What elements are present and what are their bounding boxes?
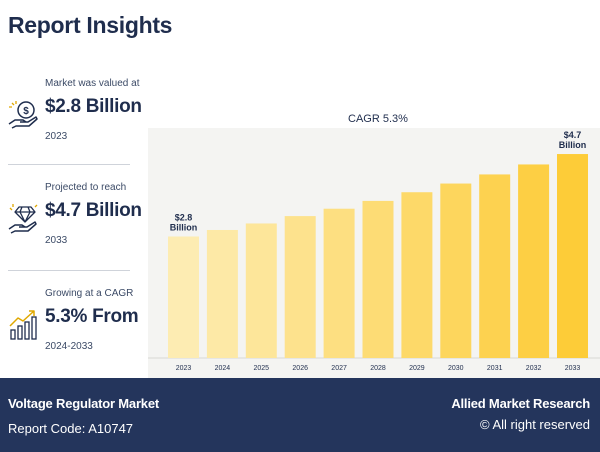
stat-market-value: $ Market was valued at $2.8 Billion 2023: [0, 76, 142, 176]
brand-name: Allied Market Research: [451, 396, 590, 411]
x-tick-label: 2025: [254, 365, 270, 372]
bar-2033: [557, 154, 588, 358]
bar-chart-svg: CAGR 5.3% 2023 2024 2025 2026 2027 2028 2029 20…: [148, 113, 600, 372]
stat-year: 2033: [45, 235, 68, 246]
stat-year: 2023: [45, 131, 68, 142]
chart-title: CAGR 5.3%: [348, 113, 408, 125]
svg-text:$: $: [23, 106, 29, 117]
growth-chart-icon: [9, 310, 37, 340]
stat-value: $2.8 Billion: [45, 96, 142, 117]
x-tick-label: 2033: [565, 365, 581, 372]
stat-cagr: Growing at a CAGR 5.3% From 2024-2033: [0, 286, 139, 386]
x-tick-label: 2027: [331, 365, 347, 372]
stat-projected-value: Projected to reach $4.7 Billion 2033: [0, 180, 142, 280]
data-label: $2.8: [175, 212, 193, 222]
stat-label: Growing at a CAGR: [45, 288, 134, 299]
stat-year: 2024-2033: [45, 341, 93, 352]
x-tick-label: 2028: [370, 365, 386, 372]
footer: Voltage Regulator Market Report Code: A1…: [0, 378, 600, 452]
stat-value: 5.3% From: [45, 306, 139, 327]
market-name: Voltage Regulator Market: [8, 396, 159, 411]
bar-2031: [479, 174, 511, 358]
divider: [8, 270, 130, 271]
data-label: Billion: [559, 140, 587, 150]
stat-label: Projected to reach: [45, 182, 127, 193]
report-code: Report Code: A10747: [8, 421, 134, 436]
x-tick-label: 2031: [487, 365, 503, 372]
page-title: Report Insights: [8, 12, 173, 38]
data-label: $4.7: [564, 130, 582, 140]
x-tick-label: 2026: [292, 365, 308, 372]
bar-2028: [362, 200, 394, 358]
bar-2025: [245, 223, 277, 358]
bar-2027: [323, 208, 355, 358]
stat-value: $4.7 Billion: [45, 200, 142, 221]
bar-2023: [168, 236, 199, 358]
bar-chart: CAGR 5.3% 2023 2024 2025 2026 2027 2028 2029 20…: [148, 113, 600, 378]
divider: [8, 164, 130, 165]
stat-label: Market was valued at: [45, 78, 140, 89]
bar-2030: [440, 183, 472, 358]
x-tick-label: 2032: [526, 365, 542, 372]
money-hand-icon: $: [8, 101, 38, 129]
x-tick-label: 2023: [176, 365, 192, 372]
x-tick-label: 2029: [409, 365, 425, 372]
bar-2032: [518, 164, 550, 358]
diamond-hand-icon: [8, 204, 38, 234]
copyright: © All right reserved: [479, 417, 590, 432]
data-label: Billion: [170, 222, 198, 232]
bar-2026: [284, 216, 316, 358]
bar-2029: [401, 192, 433, 358]
stats-sidebar: $ Market was valued at $2.8 Billion 2023…: [0, 60, 142, 378]
bar-2024: [206, 229, 238, 358]
x-tick-label: 2030: [448, 365, 464, 372]
x-tick-label: 2024: [215, 365, 231, 372]
